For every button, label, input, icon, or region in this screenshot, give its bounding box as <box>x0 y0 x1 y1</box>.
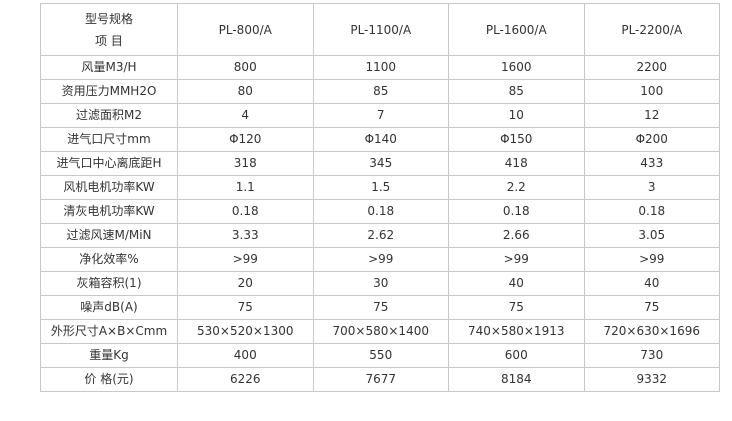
cell: 6226 <box>177 367 314 392</box>
cell: >99 <box>448 247 585 272</box>
cell: 1600 <box>448 55 585 80</box>
cell: 1.1 <box>177 175 314 200</box>
cell: 40 <box>448 271 585 296</box>
cell: 740×580×1913 <box>448 319 585 344</box>
data-row: 风机电机功率KW 1.1 1.5 2.2 3 <box>40 175 720 200</box>
corner-label: 项 目 <box>95 33 123 48</box>
cell: 75 <box>583 295 720 320</box>
cell: 2.2 <box>448 175 585 200</box>
data-row: 净化效率% >99 >99 >99 >99 <box>40 247 720 272</box>
row-label: 风量M3/H <box>40 55 178 80</box>
cell: >99 <box>583 247 720 272</box>
cell: 600 <box>448 343 585 368</box>
cell: 30 <box>312 271 449 296</box>
data-row: 进气口尺寸mm Φ120 Φ140 Φ150 Φ200 <box>40 127 720 152</box>
header-row: 型号规格项 目 PL-800/A PL-1100/A PL-1600/A PL-2200… <box>40 3 720 56</box>
data-row: 过滤面积M2 4 7 10 12 <box>40 103 720 128</box>
cell: 1.5 <box>312 175 449 200</box>
cell: 2.62 <box>312 223 449 248</box>
row-label: 灰箱容积(1) <box>40 271 178 296</box>
column-header: PL-2200/A <box>583 3 720 56</box>
cell: 2.66 <box>448 223 585 248</box>
cell: 75 <box>312 295 449 320</box>
cell: 2200 <box>583 55 720 80</box>
column-header: PL-800/A <box>177 3 314 56</box>
cell: 730 <box>583 343 720 368</box>
data-row: 进气口中心离底距H 318 345 418 433 <box>40 151 720 176</box>
spec-table-wrap: 型号规格项 目 PL-800/A PL-1100/A PL-1600/A PL-2200… <box>40 3 720 392</box>
cell: 100 <box>583 79 720 104</box>
cell: 85 <box>448 79 585 104</box>
cell: Φ200 <box>583 127 720 152</box>
cell: 800 <box>177 55 314 80</box>
cell: Φ120 <box>177 127 314 152</box>
cell: 1100 <box>312 55 449 80</box>
cell: 0.18 <box>312 199 449 224</box>
row-label: 外形尺寸A×B×Cmm <box>40 319 178 344</box>
cell: 720×630×1696 <box>583 319 720 344</box>
cell: 80 <box>177 79 314 104</box>
cell: 12 <box>583 103 720 128</box>
cell: Φ150 <box>448 127 585 152</box>
data-row: 外形尺寸A×B×Cmm 530×520×1300 700×580×1400 740×5… <box>40 319 720 344</box>
data-row: 风量M3/H 800 1100 1600 2200 <box>40 55 720 80</box>
cell: 0.18 <box>177 199 314 224</box>
row-label: 进气口尺寸mm <box>40 127 178 152</box>
row-label: 重量Kg <box>40 343 178 368</box>
cell: 9332 <box>583 367 720 392</box>
row-label: 价 格(元) <box>40 367 178 392</box>
row-label: 过滤风速M/MiN <box>40 223 178 248</box>
data-row: 灰箱容积(1) 20 30 40 40 <box>40 271 720 296</box>
row-label: 净化效率% <box>40 247 178 272</box>
spec-table: 型号规格项 目 PL-800/A PL-1100/A PL-1600/A PL-2200… <box>40 3 720 392</box>
column-header: PL-1100/A <box>312 3 449 56</box>
row-label: 资用压力MMH2O <box>40 79 178 104</box>
row-label: 过滤面积M2 <box>40 103 178 128</box>
cell: Φ140 <box>312 127 449 152</box>
cell: 7 <box>312 103 449 128</box>
cell: 75 <box>448 295 585 320</box>
data-row: 资用压力MMH2O 80 85 85 100 <box>40 79 720 104</box>
cell: >99 <box>177 247 314 272</box>
cell: 8184 <box>448 367 585 392</box>
cell: 550 <box>312 343 449 368</box>
cell: 85 <box>312 79 449 104</box>
data-row: 过滤风速M/MiN 3.33 2.62 2.66 3.05 <box>40 223 720 248</box>
cell: 10 <box>448 103 585 128</box>
cell: 20 <box>177 271 314 296</box>
cell: 318 <box>177 151 314 176</box>
data-row: 价 格(元) 6226 7677 8184 9332 <box>40 367 720 392</box>
corner-cell: 型号规格项 目 <box>40 3 178 56</box>
corner-label: 型号规格 <box>84 11 133 26</box>
row-label: 清灰电机功率KW <box>40 199 178 224</box>
cell: >99 <box>312 247 449 272</box>
data-row: 噪声dB(A) 75 75 75 75 <box>40 295 720 320</box>
cell: 3.05 <box>583 223 720 248</box>
cell: 700×580×1400 <box>312 319 449 344</box>
cell: 530×520×1300 <box>177 319 314 344</box>
cell: 0.18 <box>583 199 720 224</box>
cell: 418 <box>448 151 585 176</box>
cell: 3.33 <box>177 223 314 248</box>
data-row: 清灰电机功率KW 0.18 0.18 0.18 0.18 <box>40 199 720 224</box>
cell: 7677 <box>312 367 449 392</box>
row-label: 噪声dB(A) <box>40 295 178 320</box>
cell: 75 <box>177 295 314 320</box>
cell: 345 <box>312 151 449 176</box>
row-label: 进气口中心离底距H <box>40 151 178 176</box>
cell: 433 <box>583 151 720 176</box>
cell: 4 <box>177 103 314 128</box>
cell: 3 <box>583 175 720 200</box>
cell: 0.18 <box>448 199 585 224</box>
cell: 400 <box>177 343 314 368</box>
column-header: PL-1600/A <box>448 3 585 56</box>
row-label: 风机电机功率KW <box>40 175 178 200</box>
data-row: 重量Kg 400 550 600 730 <box>40 343 720 368</box>
cell: 40 <box>583 271 720 296</box>
